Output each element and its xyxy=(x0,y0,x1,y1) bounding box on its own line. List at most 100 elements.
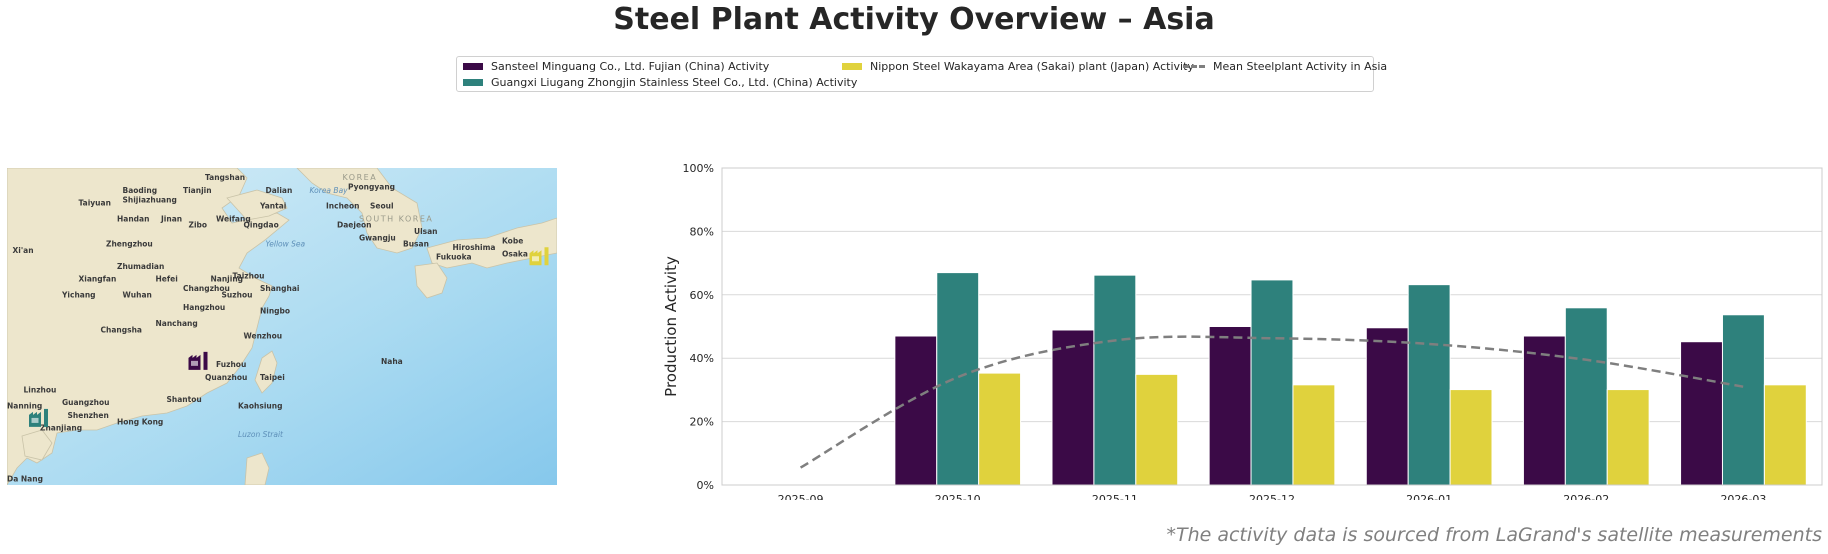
factory-chimney xyxy=(544,247,549,266)
legend-label: Sansteel Minguang Co., Ltd. Fujian (Chin… xyxy=(491,59,770,73)
map-city-label: Xiangfan xyxy=(79,275,117,284)
map-city-label: Yichang xyxy=(61,290,96,299)
map-city-label: Hong Kong xyxy=(117,417,163,426)
map-city-label: Handan xyxy=(117,214,149,223)
landmass-taiwan xyxy=(254,350,278,394)
legend-item-guangxi: Guangxi Liugang Zhongjin Stainless Steel… xyxy=(463,75,857,89)
chart-panel: 0% 20% 40% 60% 80% 100% 2025-09 2025-10 2025-11 2… xyxy=(640,160,1828,506)
bar-guangxi xyxy=(936,272,980,486)
map-city-label: Da Nang xyxy=(7,474,43,483)
map-city-label: Hangzhou xyxy=(183,303,225,312)
map-city-label: Hefei xyxy=(156,275,178,284)
bar-nippon xyxy=(1449,389,1493,486)
legend-swatch-nippon xyxy=(842,62,862,70)
x-tick-label: 2026-02 xyxy=(1563,493,1609,500)
bar-guangxi xyxy=(1721,314,1765,486)
bar-nippon xyxy=(1606,389,1650,486)
map-city-label: Taiyuan xyxy=(79,199,111,208)
factory-chimney xyxy=(44,408,48,427)
bar-sansteel xyxy=(1522,335,1566,486)
bar-nippon xyxy=(1292,384,1336,486)
factory-marker-icon[interactable] xyxy=(188,351,208,370)
map-city-label: SOUTH KOREA xyxy=(359,214,433,223)
y-tick-label: 0% xyxy=(697,479,714,492)
legend-item-sansteel: Sansteel Minguang Co., Ltd. Fujian (Chin… xyxy=(463,59,769,73)
map-city-label: Suzhou xyxy=(222,290,253,299)
plot-frame xyxy=(721,167,1823,486)
map-city-label: Korea Bay xyxy=(310,186,349,195)
map-city-label: Changzhou xyxy=(183,284,230,293)
y-axis-label: Production Activity xyxy=(662,256,680,397)
y-tick-label: 100% xyxy=(683,162,714,175)
factory-window xyxy=(191,360,198,366)
bar-sansteel xyxy=(1680,341,1723,486)
x-tick-label: 2025-12 xyxy=(1249,493,1295,500)
map-city-label: Taipei xyxy=(260,373,285,382)
bar-guangxi xyxy=(1093,274,1137,486)
page-title: Steel Plant Activity Overview – Asia xyxy=(613,2,1215,37)
map-city-label: Nanjing xyxy=(211,275,244,284)
map-city-label: Quanzhou xyxy=(205,373,247,382)
legend-item-mean: Mean Steelplant Activity in Asia xyxy=(1183,59,1387,73)
bar-sansteel xyxy=(1365,327,1409,486)
x-tick-label: 2025-09 xyxy=(778,493,824,500)
map-city-label: Wenzhou xyxy=(244,332,283,341)
mean-activity-line xyxy=(799,335,1744,469)
map-city-label: Zhanjiang xyxy=(40,424,82,433)
legend-swatch-guangxi xyxy=(463,78,483,86)
map-city-label: Changsha xyxy=(101,325,142,334)
legend-swatch-sansteel xyxy=(463,62,483,70)
map-markers xyxy=(29,247,549,427)
bar-guangxi xyxy=(1564,307,1608,486)
map-city-label: Zhumadian xyxy=(117,262,164,271)
map-city-label: KOREA xyxy=(343,173,378,182)
map-city-label: Xi'an xyxy=(13,246,34,255)
landmass-kyushu xyxy=(414,262,448,299)
legend-swatch-mean xyxy=(1183,64,1205,68)
x-tick-label: 2025-11 xyxy=(1092,493,1138,500)
legend-label: Guangxi Liugang Zhongjin Stainless Steel… xyxy=(491,75,858,89)
map-city-label: Shantou xyxy=(167,395,202,404)
landmass-hainan xyxy=(21,429,53,461)
legend-label: Mean Steelplant Activity in Asia xyxy=(1213,59,1388,73)
mean-line xyxy=(799,335,1744,469)
bar-nippon xyxy=(1763,384,1807,486)
map-panel[interactable]: Tangshan Baoding Tianjin Dalian Korea Bay KOR… xyxy=(7,168,557,485)
map-city-label: Seoul xyxy=(370,202,394,211)
y-tick-label: 40% xyxy=(690,352,714,365)
y-tick-label: 60% xyxy=(690,289,714,302)
map-city-label: Baoding xyxy=(123,186,158,195)
bar-sansteel xyxy=(1208,326,1252,486)
bar-sansteel xyxy=(1051,329,1095,486)
map-city-label: Zhengzhou xyxy=(106,240,153,249)
map-city-label: Shenzhen xyxy=(68,411,109,420)
bar-nippon xyxy=(1135,373,1179,486)
map-city-label: Fuzhou xyxy=(216,360,246,369)
map-city-label: Nanchang xyxy=(156,319,198,328)
map-city-label: Qingdao xyxy=(244,221,279,230)
map-city-label: Jinan xyxy=(160,214,182,223)
factory-chimney xyxy=(203,351,208,370)
map-city-label: Kaohsiung xyxy=(238,401,282,410)
map-city-label: Naha xyxy=(381,357,403,366)
map-city-label: Tangshan xyxy=(205,173,245,182)
map-city-label: Taizhou xyxy=(233,271,265,280)
bar-sansteel xyxy=(894,335,938,486)
map-city-label: Dalian xyxy=(266,186,293,195)
factory-marker-icon[interactable] xyxy=(29,408,48,427)
x-tick-label: 2026-03 xyxy=(1720,493,1766,500)
map-city-label: Luzon Strait xyxy=(238,430,284,439)
y-tick-label: 80% xyxy=(690,225,714,238)
map-city-label: Busan xyxy=(403,240,429,249)
x-tick-label: 2025-10 xyxy=(935,493,981,500)
factory-window xyxy=(532,256,539,262)
map-city-label: Zibo xyxy=(189,221,208,230)
map-city-label: Weifang xyxy=(216,214,251,223)
map-city-label: Incheon xyxy=(326,202,360,211)
map-city-label: Tianjin xyxy=(183,186,212,195)
map-city-label: Ulsan xyxy=(414,227,438,236)
factory-marker-icon[interactable] xyxy=(529,247,549,266)
bar-guangxi xyxy=(1407,284,1451,486)
footnote: *The activity data is sourced from LaGra… xyxy=(1166,524,1822,546)
map-city-label: Yantai xyxy=(259,202,286,211)
